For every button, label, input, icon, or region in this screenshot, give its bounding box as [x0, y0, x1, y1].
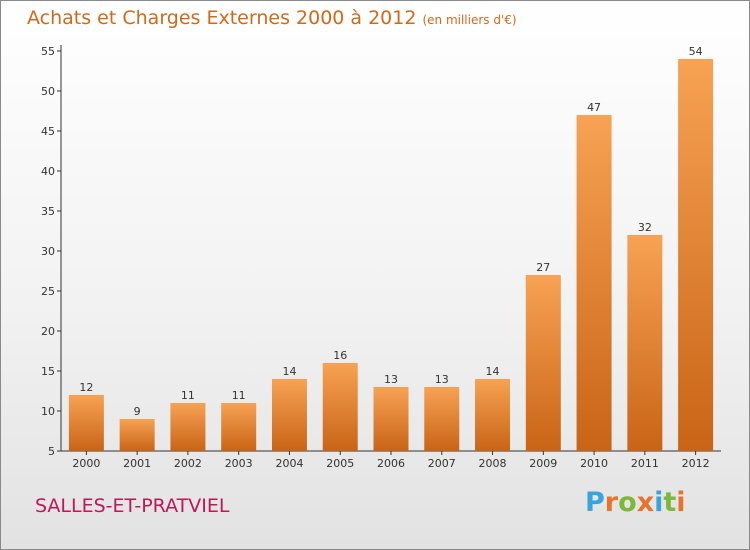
bar-value-label: 47: [587, 101, 601, 114]
brand-letter: P: [585, 487, 605, 518]
bar: [475, 379, 511, 451]
y-tick-label: 5: [48, 445, 55, 458]
bar: [119, 419, 155, 451]
bar-value-label: 13: [435, 373, 449, 386]
y-tick-label: 20: [41, 325, 55, 338]
bar-value-label: 13: [384, 373, 398, 386]
bar-value-label: 27: [536, 261, 550, 274]
brand-letter: i: [654, 487, 664, 518]
bar-value-label: 9: [134, 405, 141, 418]
bar-value-label: 16: [333, 349, 347, 362]
y-tick-label: 50: [41, 85, 55, 98]
y-tick-label: 25: [41, 285, 55, 298]
commune-name: SALLES-ET-PRATVIEL: [35, 495, 230, 517]
bar: [271, 379, 307, 451]
brand-letter: o: [618, 487, 637, 518]
x-tick-label: 2011: [631, 457, 659, 470]
x-tick-label: 2004: [275, 457, 303, 470]
bar: [221, 403, 257, 451]
bar: [627, 235, 663, 451]
x-tick-label: 2009: [529, 457, 557, 470]
brand-letter: i: [676, 487, 686, 518]
bar: [373, 387, 409, 451]
bar: [68, 395, 104, 451]
x-tick-label: 2000: [72, 457, 100, 470]
brand-letter: x: [636, 487, 655, 518]
x-tick-label: 2005: [326, 457, 354, 470]
x-tick-label: 2008: [479, 457, 507, 470]
x-tick-label: 2007: [428, 457, 456, 470]
bar: [322, 363, 358, 451]
x-tick-label: 2012: [682, 457, 710, 470]
bar: [424, 387, 460, 451]
bar-value-label: 14: [282, 365, 296, 378]
x-tick-label: 2003: [225, 457, 253, 470]
chart-title-text: Achats et Charges Externes 2000 à 2012: [27, 7, 417, 29]
bar-value-label: 12: [79, 381, 93, 394]
x-tick-label: 2006: [377, 457, 405, 470]
y-tick-label: 40: [41, 165, 55, 178]
bar-value-label: 54: [689, 45, 703, 58]
chart-subtitle: (en milliers d'€): [422, 13, 517, 27]
bar-value-label: 11: [181, 389, 195, 402]
brand-letter: r: [604, 487, 619, 518]
brand-letter: t: [663, 487, 677, 518]
y-tick-label: 30: [41, 245, 55, 258]
proxiti-logo[interactable]: Proxiti: [585, 487, 686, 518]
bar-value-label: 14: [486, 365, 500, 378]
chart-title: Achats et Charges Externes 2000 à 2012 (e…: [27, 7, 517, 29]
y-tick-label: 15: [41, 365, 55, 378]
bar-value-label: 32: [638, 221, 652, 234]
x-tick-label: 2010: [580, 457, 608, 470]
bar-value-label: 11: [232, 389, 246, 402]
bar: [576, 115, 612, 451]
y-tick-label: 10: [41, 405, 55, 418]
x-tick-label: 2002: [174, 457, 202, 470]
y-tick-label: 45: [41, 125, 55, 138]
x-tick-label: 2001: [123, 457, 151, 470]
y-tick-label: 55: [41, 45, 55, 58]
bar: [170, 403, 206, 451]
bar: [525, 275, 561, 451]
y-tick-label: 35: [41, 205, 55, 218]
bar: [678, 59, 714, 451]
